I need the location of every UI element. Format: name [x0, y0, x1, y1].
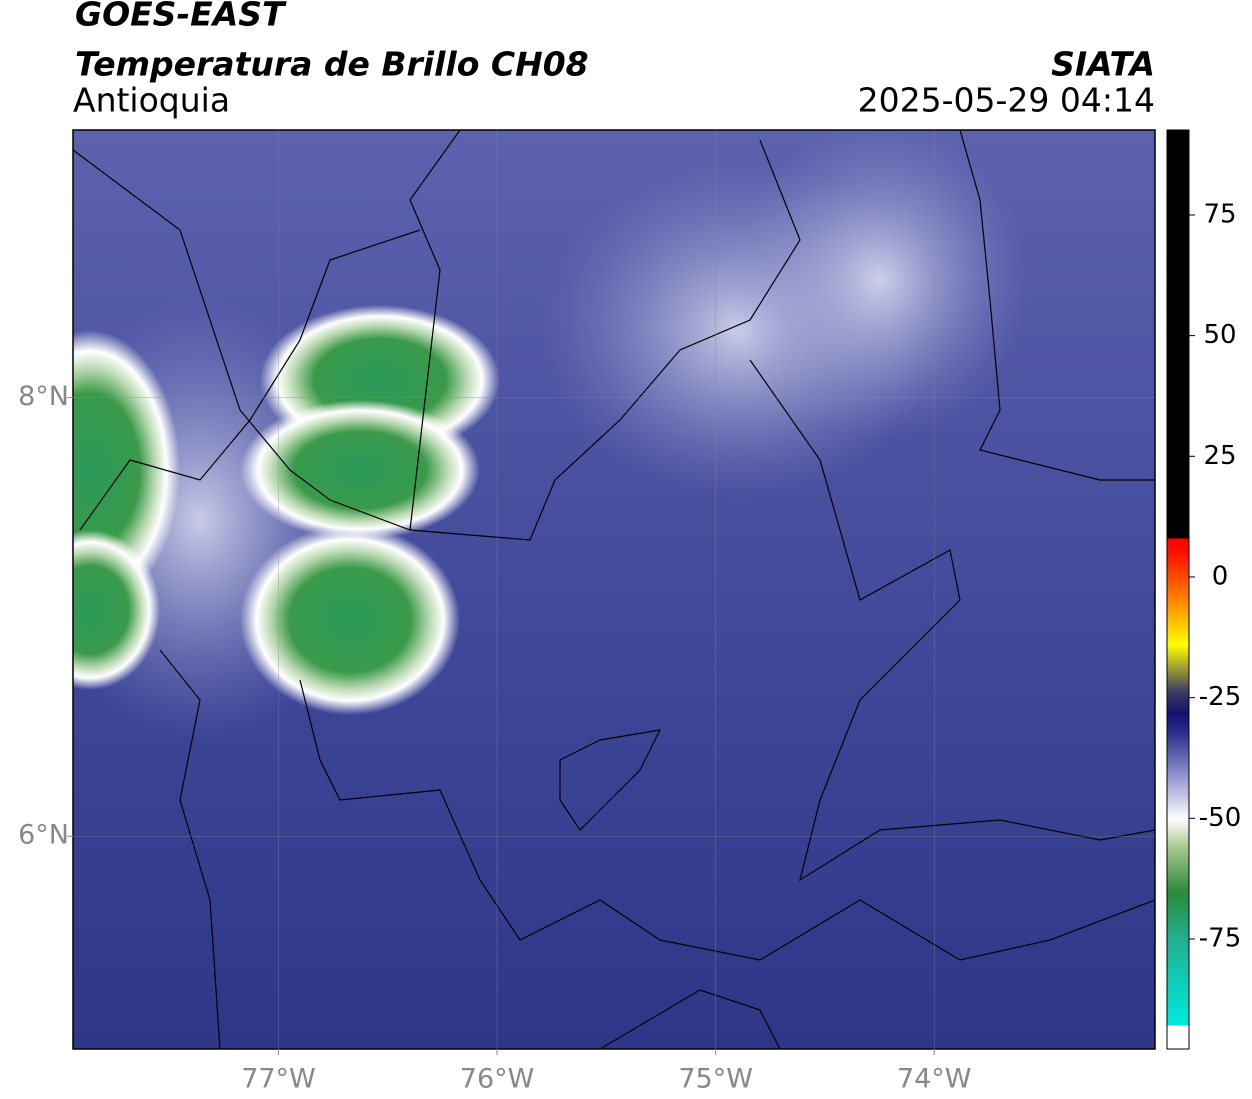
- x-tick-label: 74°W: [897, 1064, 972, 1095]
- y-tick-label: 8°N: [18, 381, 69, 412]
- datetime: 2025-05-29 04:14: [858, 81, 1155, 120]
- colorbar-tick-label: -50: [1199, 803, 1241, 833]
- plot-frame: [72, 129, 1156, 1050]
- region: Antioquia: [73, 81, 230, 120]
- x-tick-label: 77°W: [241, 1064, 316, 1095]
- colorbar-tick-label: -75: [1199, 923, 1241, 953]
- satellite-image: [73, 130, 1155, 1049]
- x-tick-label: 76°W: [460, 1064, 535, 1095]
- satellite-label: GOES-EAST: [75, 0, 287, 34]
- colorbar: [1166, 129, 1190, 1050]
- organization: SIATA: [1051, 45, 1155, 84]
- colorbar-tick-label: 50: [1203, 320, 1236, 350]
- colorbar-tick-label: -25: [1199, 682, 1241, 712]
- title: Temperatura de Brillo CH08: [75, 45, 589, 84]
- colorbar-tick-label: 25: [1203, 441, 1236, 471]
- colorbar-tick-label: 75: [1203, 199, 1236, 229]
- y-tick-label: 6°N: [18, 820, 69, 851]
- colorbar-tick-label: 0: [1212, 561, 1229, 591]
- x-tick-label: 75°W: [678, 1064, 753, 1095]
